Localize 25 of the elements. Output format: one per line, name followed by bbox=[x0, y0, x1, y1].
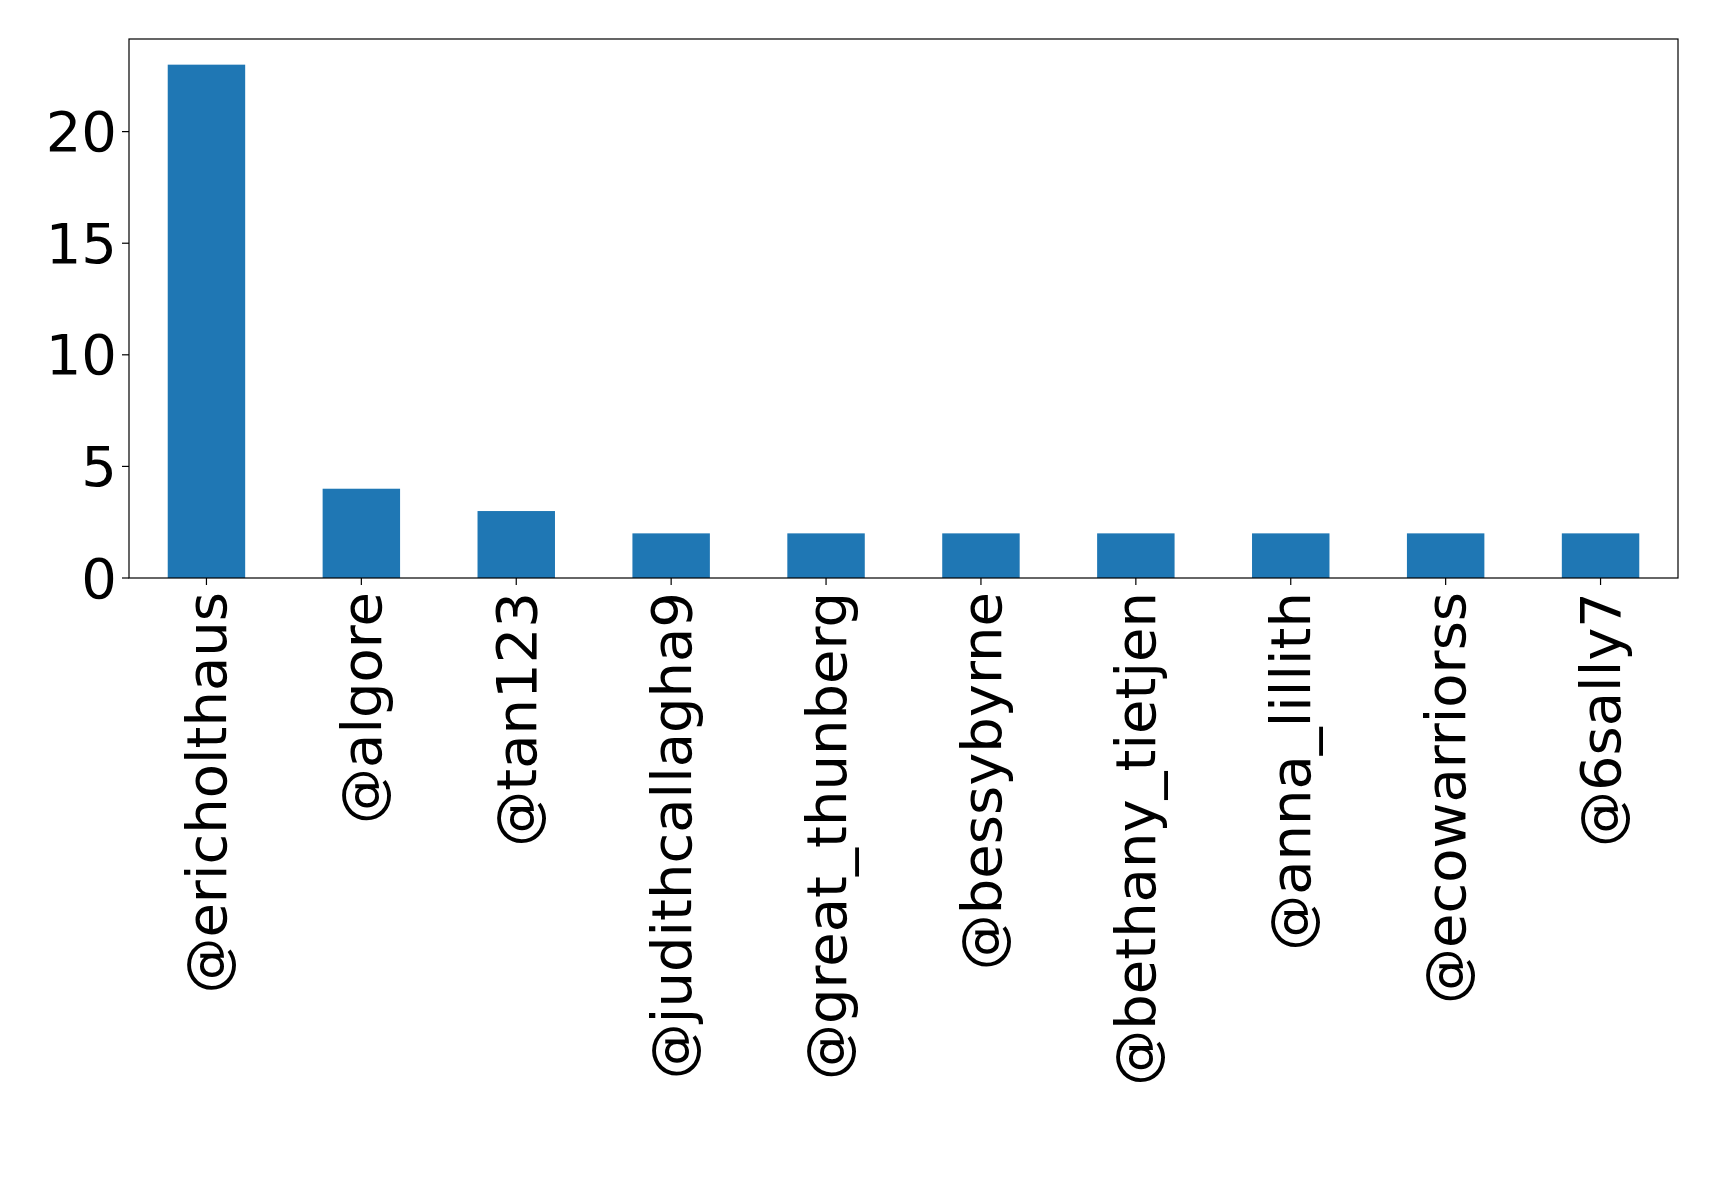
bar bbox=[942, 533, 1020, 578]
bar bbox=[322, 488, 401, 578]
x-tick-label: @6sally7 bbox=[1568, 592, 1634, 848]
x-tick-label: @judithcallagha9 bbox=[638, 592, 704, 1080]
y-tick-label: 10 bbox=[45, 322, 117, 388]
x-tick-label: @great_thunberg bbox=[793, 592, 859, 1081]
bar bbox=[632, 533, 710, 578]
bar bbox=[477, 511, 555, 578]
x-tick-label: @tan123 bbox=[483, 592, 549, 847]
x-tick-label: @bethany_tietjen bbox=[1103, 592, 1169, 1086]
bar bbox=[1097, 533, 1175, 578]
bar bbox=[167, 64, 246, 578]
x-tick-label: @anna_lillith bbox=[1258, 592, 1324, 951]
y-tick-label: 15 bbox=[45, 210, 117, 276]
x-tick-label: @bessybyrne bbox=[948, 592, 1014, 971]
x-tick-label: @ecowarriorss bbox=[1413, 592, 1479, 1004]
y-tick-label: 0 bbox=[81, 545, 117, 611]
bar bbox=[1406, 533, 1485, 578]
y-tick-label: 20 bbox=[45, 99, 117, 165]
x-tick-label: @ericholthaus bbox=[174, 592, 240, 994]
bar bbox=[787, 533, 865, 578]
bar bbox=[1561, 533, 1640, 578]
x-tick-label: @algore bbox=[328, 592, 394, 824]
y-tick-label: 5 bbox=[81, 434, 117, 500]
bar bbox=[1252, 533, 1330, 578]
